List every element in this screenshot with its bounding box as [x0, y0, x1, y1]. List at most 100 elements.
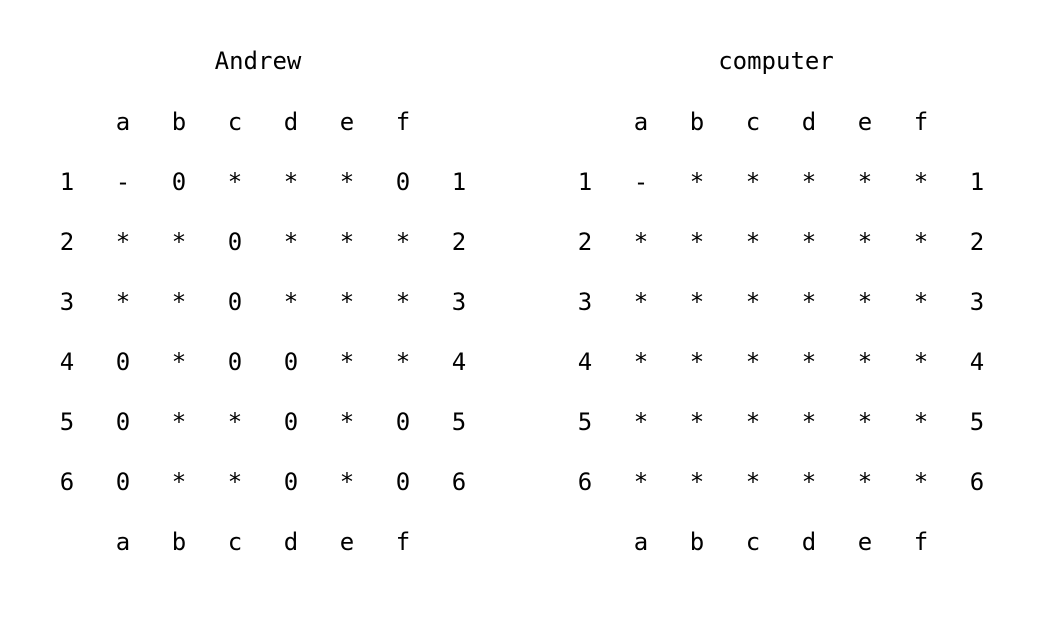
grid-cell-a5: * [633, 408, 649, 436]
grid-cell-b2: * [171, 228, 187, 256]
row-label-right-4: 4 [451, 348, 467, 376]
grid-cell-d5: 0 [283, 408, 299, 436]
grid-cell-e6: * [339, 468, 355, 496]
row-label-left-5: 5 [577, 408, 593, 436]
grid-cell-f2: * [395, 228, 411, 256]
grid-cell-e4: * [857, 348, 873, 376]
computer-board: computer a a b b c c d d e e f f 1 1 - * * * * * 2 2 * * * * * * 3 3 *… [518, 0, 1018, 636]
row-label-right-2: 2 [969, 228, 985, 256]
grid-cell-d2: * [801, 228, 817, 256]
grid-cell-b1: 0 [171, 168, 187, 196]
row-label-left-1: 1 [59, 168, 75, 196]
grid-cell-e4: * [339, 348, 355, 376]
grid-cell-e3: * [857, 288, 873, 316]
board-title-player: Andrew [214, 47, 302, 75]
row-label-left-1: 1 [577, 168, 593, 196]
row-label-left-3: 3 [577, 288, 593, 316]
grid-cell-a3: * [633, 288, 649, 316]
grid-cell-f6: * [913, 468, 929, 496]
grid-cell-f3: * [395, 288, 411, 316]
column-footer-f: f [395, 528, 411, 556]
row-label-right-2: 2 [451, 228, 467, 256]
grid-cell-f5: * [913, 408, 929, 436]
grid-cell-f5: 0 [395, 408, 411, 436]
row-label-left-6: 6 [577, 468, 593, 496]
grid-cell-a6: 0 [115, 468, 131, 496]
grid-cell-c5: * [745, 408, 761, 436]
grid-cell-d5: * [801, 408, 817, 436]
column-footer-e: e [339, 528, 355, 556]
grid-cell-b3: * [689, 288, 705, 316]
column-header-b: b [171, 108, 187, 136]
grid-cell-d6: 0 [283, 468, 299, 496]
row-label-right-6: 6 [969, 468, 985, 496]
grid-cell-f6: 0 [395, 468, 411, 496]
column-header-c: c [745, 108, 761, 136]
grid-cell-e2: * [857, 228, 873, 256]
grid-cell-d3: * [801, 288, 817, 316]
grid-cell-c3: * [745, 288, 761, 316]
grid-cell-c2: 0 [227, 228, 243, 256]
column-header-c: c [227, 108, 243, 136]
grid-cell-e2: * [339, 228, 355, 256]
grid-cell-b6: * [171, 468, 187, 496]
grid-cell-b2: * [689, 228, 705, 256]
column-footer-a: a [633, 528, 649, 556]
grid-cell-a5: 0 [115, 408, 131, 436]
grid-cell-a3: * [115, 288, 131, 316]
grid-cell-f2: * [913, 228, 929, 256]
grid-cell-d2: * [283, 228, 299, 256]
grid-cell-a2: * [115, 228, 131, 256]
column-footer-d: d [801, 528, 817, 556]
column-footer-d: d [283, 528, 299, 556]
row-label-left-2: 2 [59, 228, 75, 256]
column-header-f: f [913, 108, 929, 136]
grid-cell-d4: 0 [283, 348, 299, 376]
grid-cell-e1: * [857, 168, 873, 196]
grid-cell-a1: - [115, 168, 131, 196]
grid-cell-a1: - [633, 168, 649, 196]
grid-cell-c5: * [227, 408, 243, 436]
row-label-right-3: 3 [451, 288, 467, 316]
grid-cell-f1: 0 [395, 168, 411, 196]
grid-cell-a6: * [633, 468, 649, 496]
row-label-left-6: 6 [59, 468, 75, 496]
grid-cell-f4: * [395, 348, 411, 376]
grid-cell-e5: * [339, 408, 355, 436]
grid-cell-c1: * [227, 168, 243, 196]
grid-cell-d3: * [283, 288, 299, 316]
grid-cell-c1: * [745, 168, 761, 196]
column-footer-c: c [745, 528, 761, 556]
grid-cell-e6: * [857, 468, 873, 496]
column-header-a: a [115, 108, 131, 136]
row-label-right-1: 1 [451, 168, 467, 196]
row-label-left-4: 4 [59, 348, 75, 376]
row-label-right-4: 4 [969, 348, 985, 376]
grid-cell-b5: * [689, 408, 705, 436]
row-label-left-5: 5 [59, 408, 75, 436]
grid-cell-b4: * [171, 348, 187, 376]
grid-cell-e5: * [857, 408, 873, 436]
row-label-right-5: 5 [451, 408, 467, 436]
column-footer-f: f [913, 528, 929, 556]
column-footer-b: b [171, 528, 187, 556]
column-header-e: e [857, 108, 873, 136]
column-header-e: e [339, 108, 355, 136]
column-footer-b: b [689, 528, 705, 556]
grid-cell-b5: * [171, 408, 187, 436]
column-header-f: f [395, 108, 411, 136]
grid-cell-e1: * [339, 168, 355, 196]
grid-cell-c3: 0 [227, 288, 243, 316]
column-footer-e: e [857, 528, 873, 556]
row-label-right-1: 1 [969, 168, 985, 196]
row-label-right-6: 6 [451, 468, 467, 496]
grid-cell-e3: * [339, 288, 355, 316]
grid-cell-c4: * [745, 348, 761, 376]
column-footer-c: c [227, 528, 243, 556]
row-label-left-2: 2 [577, 228, 593, 256]
grid-cell-b6: * [689, 468, 705, 496]
grid-cell-c4: 0 [227, 348, 243, 376]
grid-cell-c6: * [227, 468, 243, 496]
row-label-right-3: 3 [969, 288, 985, 316]
row-label-left-4: 4 [577, 348, 593, 376]
